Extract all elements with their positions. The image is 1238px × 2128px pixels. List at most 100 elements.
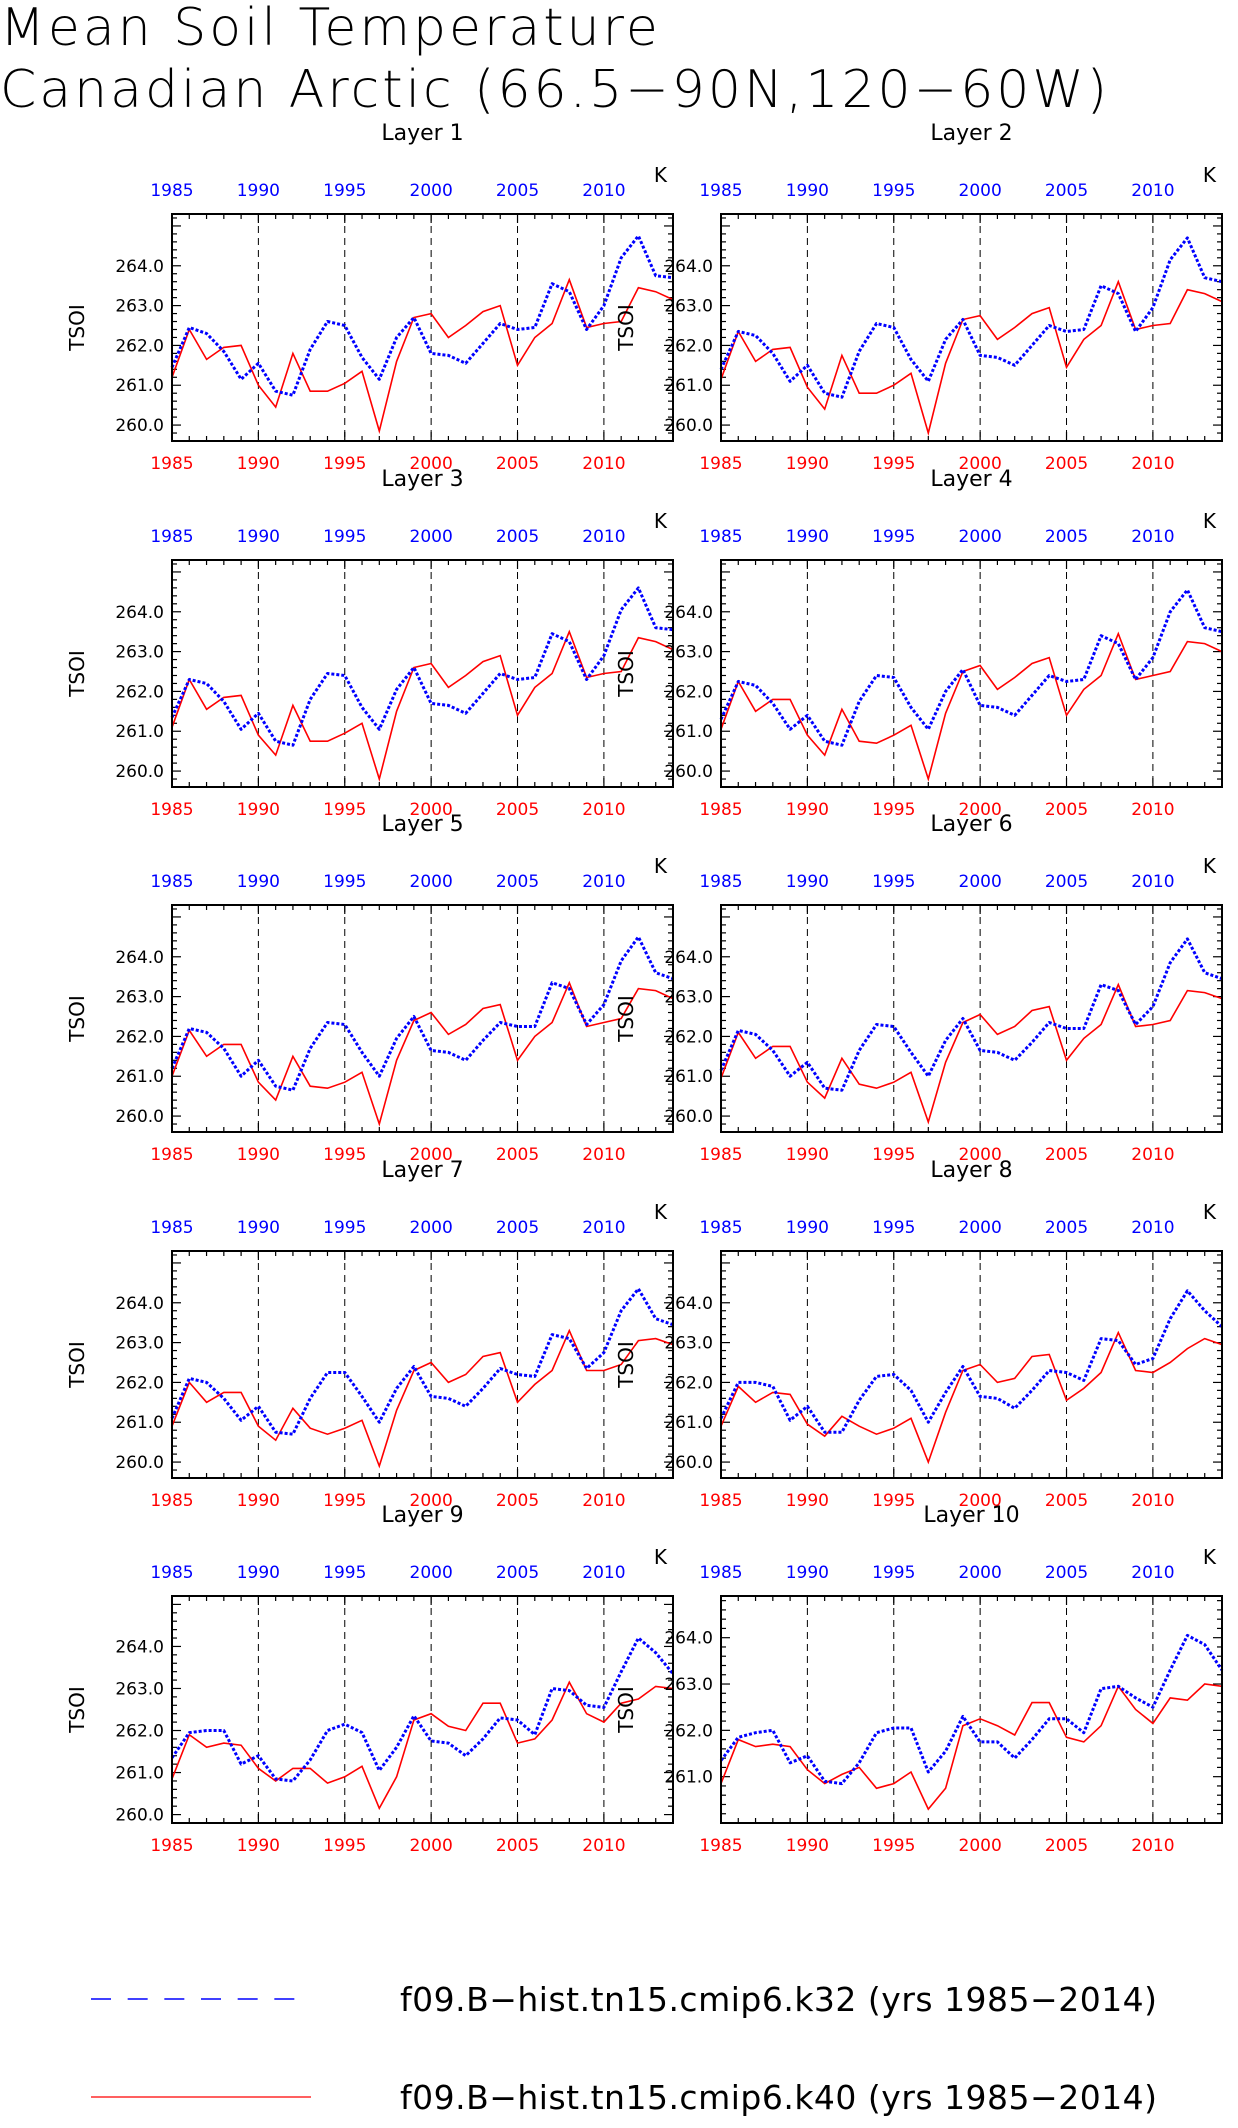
panel-title: Layer 2 [930,121,1012,146]
y-axis-label: TSOI [614,1341,638,1389]
series-line-k40 [720,631,1223,782]
x-tick-label-top: 2000 [959,1218,1002,1238]
y-tick-label: 263.0 [115,1679,164,1699]
x-tick-label-bottom: 1995 [323,1145,366,1165]
x-tick-label-top: 2010 [582,527,625,547]
series-line-k40 [171,1680,674,1811]
chart-panel-layer-4: Layer 4 K TSOI 1985 1985 1990 1990 1995 1995 2000… [614,467,1223,820]
x-tick-label-top: 2000 [410,1218,453,1238]
x-tick-label-top: 2000 [410,181,453,201]
plot-frame [171,213,674,442]
y-axis-label: TSOI [65,304,89,352]
x-tick-label-bottom: 1995 [872,454,915,474]
panel-title: Layer 4 [930,467,1012,492]
panel-title: Layer 7 [381,1158,463,1183]
x-tick-label-bottom: 2005 [1045,1836,1088,1856]
y-tick-label: 263.0 [664,643,713,663]
y-tick-label: 264.0 [115,1637,164,1657]
x-tick-label-bottom: 1990 [237,1491,280,1511]
y-tick-label: 260.0 [664,762,713,782]
y-tick-label: 261.0 [115,722,164,742]
y-tick-label: 261.0 [115,1764,164,1784]
x-tick-label-top: 1990 [237,1563,280,1583]
x-tick-label-bottom: 2005 [496,1836,539,1856]
x-tick-label-top: 2000 [959,1563,1002,1583]
y-tick-label: 261.0 [664,1413,713,1433]
y-axis-label: TSOI [65,995,89,1043]
units-label: K [654,854,668,878]
x-tick-label-top: 2005 [1045,181,1088,201]
y-tick-label: 260.0 [115,416,164,436]
units-label: K [1203,509,1217,533]
x-tick-label-top: 1995 [323,181,366,201]
chart-panel-layer-7: Layer 7 K TSOI 1985 1985 1990 1990 1995 1995 2000… [65,1158,674,1511]
y-tick-label: 260.0 [115,1806,164,1826]
series-line-k32 [719,588,1223,747]
x-tick-label-bottom: 1985 [150,1491,193,1511]
figure-title: Mean Soil Temperature Canadian Arctic (6… [0,0,1238,120]
x-tick-label-bottom: 2010 [582,1836,625,1856]
x-tick-label-bottom: 1995 [872,800,915,820]
x-tick-label-top: 2000 [959,872,1002,892]
x-tick-label-top: 1995 [872,527,915,547]
x-tick-label-top: 2000 [410,872,453,892]
y-tick-label: 263.0 [664,988,713,1008]
x-tick-label-bottom: 1985 [150,1836,193,1856]
chart-panel-layer-6: Layer 6 K TSOI 1985 1985 1990 1990 1995 1995 2000… [614,812,1223,1165]
units-label: K [1203,1545,1217,1569]
x-tick-label-top: 2010 [1131,1563,1174,1583]
x-tick-label-bottom: 2005 [1045,1491,1088,1511]
x-tick-label-top: 2005 [1045,527,1088,547]
chart-panels: Layer 1 K TSOI 1985 1985 1990 1990 1995 1995 2000… [65,121,1224,1856]
y-axis-label: TSOI [65,1341,89,1389]
x-tick-label-top: 1985 [699,181,742,201]
x-tick-label-top: 1985 [150,527,193,547]
panel-title: Layer 1 [381,121,463,146]
x-tick-label-top: 2005 [496,181,539,201]
y-axis-label: TSOI [614,1686,638,1734]
y-tick-label: 263.0 [664,297,713,317]
x-tick-label-top: 1985 [150,181,193,201]
series-line-k40 [171,1328,674,1469]
x-tick-label-bottom: 2005 [1045,454,1088,474]
x-tick-label-bottom: 2000 [410,1491,453,1511]
y-tick-label: 261.0 [115,1413,164,1433]
plot-frame [720,904,1223,1133]
x-tick-label-bottom: 1995 [872,1836,915,1856]
x-tick-label-top: 1990 [237,872,280,892]
x-tick-label-bottom: 1985 [699,1145,742,1165]
chart-panel-layer-3: Layer 3 K TSOI 1985 1985 1990 1990 1995 1995 2000… [65,467,674,820]
y-tick-label: 264.0 [115,257,164,277]
y-tick-label: 263.0 [115,297,164,317]
panel-title: Layer 3 [381,467,463,492]
y-axis-label: TSOI [614,995,638,1043]
x-tick-label-top: 1990 [786,1563,829,1583]
x-tick-label-top: 2005 [1045,1218,1088,1238]
units-label: K [1203,1200,1217,1224]
plot-frame [171,559,674,788]
x-tick-label-top: 1985 [150,1563,193,1583]
y-tick-label: 264.0 [664,1294,713,1314]
y-tick-label: 260.0 [664,1453,713,1473]
x-tick-label-top: 2010 [582,1563,625,1583]
x-tick-label-bottom: 1990 [786,1491,829,1511]
x-tick-label-top: 1990 [786,181,829,201]
units-label: K [654,163,668,187]
x-tick-label-bottom: 2005 [1045,1145,1088,1165]
x-tick-label-bottom: 1990 [786,1145,829,1165]
series-line-k40 [171,277,674,435]
x-tick-label-top: 1990 [237,181,280,201]
x-tick-label-top: 2005 [1045,872,1088,892]
y-tick-label: 264.0 [115,603,164,623]
x-tick-label-top: 1995 [323,1563,366,1583]
x-tick-label-top: 1990 [237,1218,280,1238]
x-tick-label-top: 1990 [786,872,829,892]
x-tick-label-bottom: 1985 [699,800,742,820]
x-tick-label-top: 2010 [582,1218,625,1238]
series-line-k32 [170,234,674,397]
chart-panel-layer-8: Layer 8 K TSOI 1985 1985 1990 1990 1995 1995 2000… [614,1158,1224,1511]
series-line-k40 [171,980,674,1127]
y-tick-label: 262.0 [664,1027,713,1047]
chart-panel-layer-5: Layer 5 K TSOI 1985 1985 1990 1990 1995 1995 2000… [65,812,674,1165]
